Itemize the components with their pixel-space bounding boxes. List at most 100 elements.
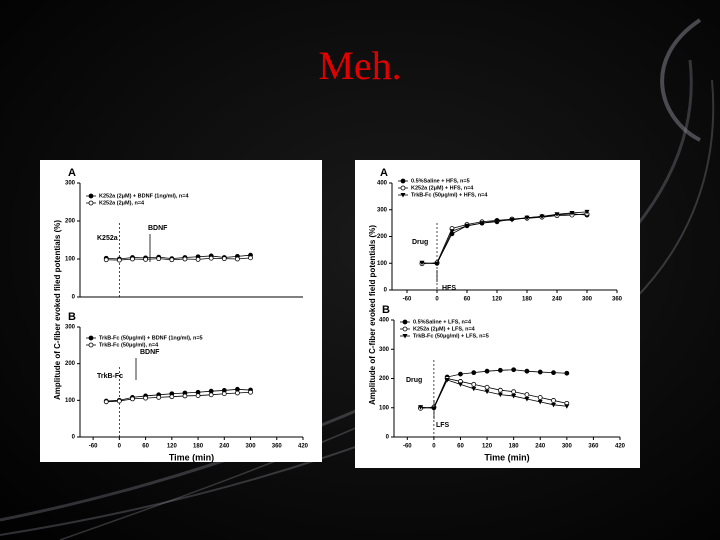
x-tick-label: 0 xyxy=(435,297,439,303)
data-point xyxy=(484,389,490,395)
panel: A 0 100 200 300 400 -60 0 60 120 180 240 300 360 Ampli… xyxy=(368,167,623,405)
data-point xyxy=(524,392,530,397)
legend-label: K252a (2μM) + BDNF (1ng/ml), n=4 xyxy=(99,193,189,199)
data-point xyxy=(88,342,94,348)
data-point xyxy=(539,214,545,219)
data-point xyxy=(208,255,214,261)
annotation: BDNF xyxy=(148,225,168,232)
data-point xyxy=(402,334,408,339)
data-point xyxy=(511,394,517,399)
panel-letter: B xyxy=(68,311,76,323)
data-point xyxy=(143,256,148,262)
data-point xyxy=(402,319,408,325)
data-point xyxy=(88,200,94,206)
data-point xyxy=(524,215,530,221)
y-tick-label: 200 xyxy=(379,376,390,382)
y-tick-label: 200 xyxy=(65,219,76,225)
panel: B 0 100 200 300 400 -60 0 60 120 180 240 300 360 420 Ti… xyxy=(379,304,626,462)
legend-label: TrkB-Fc (50μg/ml) + LFS, n=5 xyxy=(413,333,489,339)
panel-letter: A xyxy=(68,167,76,179)
y-tick-label: 200 xyxy=(377,234,388,240)
legend-label: K252a (2μM) + LFS, n=4 xyxy=(413,326,476,332)
data-point xyxy=(569,210,575,216)
y-tick-label: 300 xyxy=(65,325,76,331)
data-point xyxy=(88,193,94,199)
annotation: LFS xyxy=(436,422,450,429)
x-axis-label: Time (min) xyxy=(484,452,529,462)
y-tick-label: 400 xyxy=(377,181,388,187)
annotation: BDNF xyxy=(140,349,160,356)
series-line xyxy=(421,211,588,265)
x-tick-label: 420 xyxy=(298,444,309,450)
data-point xyxy=(524,368,530,374)
data-point xyxy=(494,218,500,224)
series-line xyxy=(421,213,588,265)
x-tick-label: 240 xyxy=(219,444,230,450)
data-point xyxy=(554,212,560,217)
y-axis-label: Amplitude of C-fiber evoked filed potent… xyxy=(53,220,62,400)
panel-letter: A xyxy=(380,167,388,179)
data-point xyxy=(537,369,543,375)
y-tick-label: 100 xyxy=(379,405,390,411)
y-tick-label: 100 xyxy=(377,261,388,267)
data-point xyxy=(479,221,485,226)
x-tick-label: 180 xyxy=(509,444,520,450)
x-tick-label: -60 xyxy=(89,444,98,450)
data-point xyxy=(497,387,503,393)
x-tick-label: 0 xyxy=(432,444,436,450)
data-point xyxy=(471,381,477,387)
slide-title: Meh. xyxy=(318,43,401,88)
data-point xyxy=(449,229,455,234)
data-point xyxy=(130,256,135,262)
y-tick-label: 300 xyxy=(65,181,76,187)
x-tick-label: -60 xyxy=(403,297,412,303)
data-point xyxy=(400,178,406,184)
data-point xyxy=(235,256,240,262)
data-point xyxy=(524,396,530,402)
x-tick-label: 360 xyxy=(272,444,283,450)
legend-label: 0.5%Saline + HFS, n=5 xyxy=(411,178,470,184)
data-point xyxy=(169,257,175,263)
data-point xyxy=(103,399,109,405)
data-point xyxy=(431,406,437,411)
x-tick-label: 60 xyxy=(457,444,464,450)
x-tick-label: 120 xyxy=(492,297,503,303)
x-tick-label: 240 xyxy=(535,444,546,450)
x-tick-label: 360 xyxy=(588,444,599,450)
y-tick-label: 0 xyxy=(386,435,390,441)
y-tick-label: 300 xyxy=(379,347,390,353)
data-point xyxy=(509,217,515,223)
data-point xyxy=(169,394,175,400)
data-point xyxy=(564,404,570,409)
x-tick-label: 0 xyxy=(118,444,122,450)
data-point xyxy=(248,255,253,261)
data-point xyxy=(116,257,122,263)
x-tick-label: 300 xyxy=(582,297,593,303)
data-point xyxy=(208,392,214,398)
data-point xyxy=(444,377,450,383)
annotation: K252a xyxy=(97,235,118,242)
data-point xyxy=(400,185,406,191)
y-tick-label: 300 xyxy=(377,207,388,213)
legend-label: TrkB-Fc (50μg/ml), n=4 xyxy=(99,342,159,348)
x-tick-label: 60 xyxy=(464,297,471,303)
x-tick-label: 60 xyxy=(142,444,149,450)
y-tick-label: 0 xyxy=(72,435,76,441)
data-point xyxy=(103,257,109,263)
data-point xyxy=(584,209,590,215)
panel-letter: B xyxy=(382,304,390,316)
data-point xyxy=(551,398,556,403)
panel: B 0 100 200 300 -60 0 60 120 180 240 300 360 420 Time … xyxy=(65,311,309,462)
data-point xyxy=(88,335,94,341)
legend-label: K252a (2μM), n=4 xyxy=(99,200,145,206)
data-point xyxy=(484,368,490,374)
annotation: TrkB-Fc xyxy=(97,373,123,380)
data-point xyxy=(182,393,188,399)
data-point xyxy=(511,367,517,373)
x-tick-label: 120 xyxy=(167,444,178,450)
data-point xyxy=(156,256,162,262)
data-point xyxy=(130,396,135,402)
